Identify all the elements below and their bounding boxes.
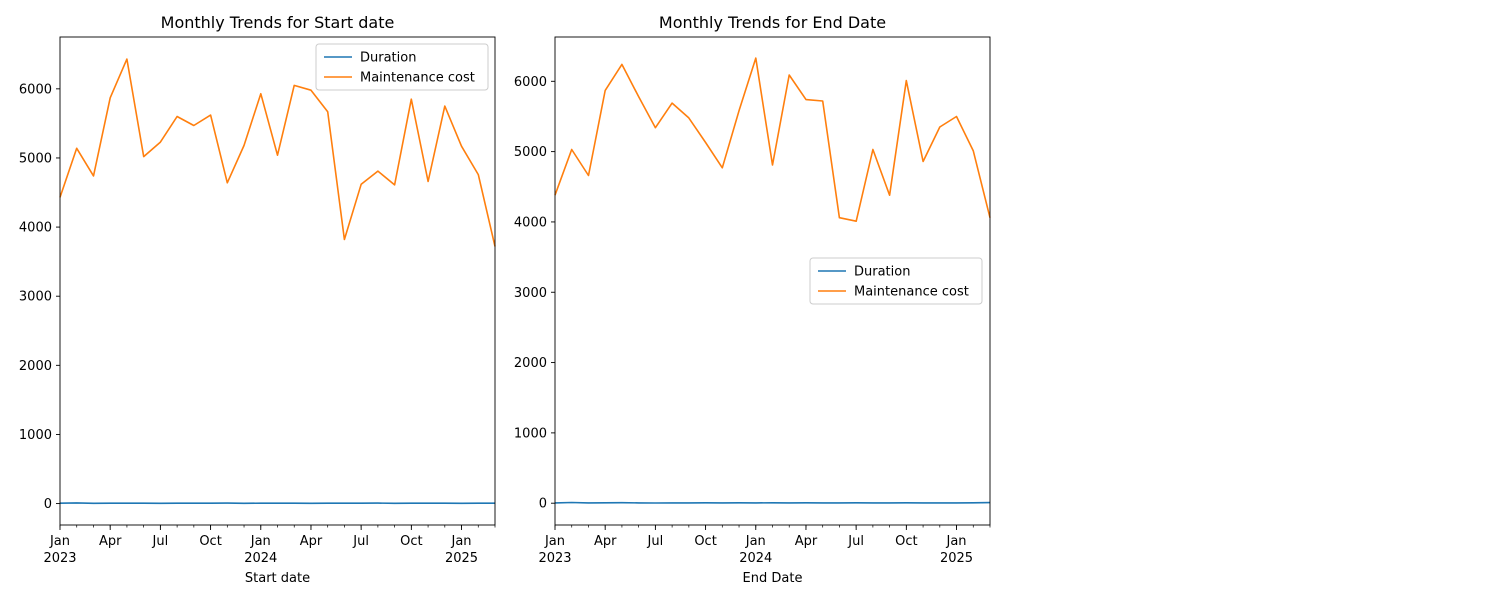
x-tick-label: Jan [451, 534, 472, 549]
chart-title: Monthly Trends for Start date [161, 13, 395, 32]
y-tick-label: 1000 [19, 428, 52, 443]
x-tick-label: Oct [895, 534, 917, 549]
x-tick-label: Oct [199, 534, 221, 549]
y-tick-label: 4000 [19, 221, 52, 236]
x-tick-label: Jan [745, 534, 766, 549]
legend-box [809, 257, 983, 305]
series-line-1 [59, 58, 496, 247]
x-tick-year-label: 2025 [445, 551, 478, 566]
legend-label-0: Duration [360, 51, 416, 66]
x-tick-label: Jan [946, 534, 967, 549]
x-tick-year-label: 2024 [739, 551, 772, 566]
y-tick-label: 5000 [19, 151, 52, 166]
x-tick-label: Jan [49, 534, 70, 549]
y-tick-label: 0 [44, 497, 52, 512]
x-tick-label: Apr [300, 534, 323, 549]
chart-end-date: Monthly Trends for End Date 0 1000 2000 3000… [514, 13, 991, 586]
legend-label-1: Maintenance cost [360, 71, 475, 86]
y-tick-label: 2000 [514, 356, 547, 371]
x-tick-label: Jan [250, 534, 271, 549]
y-tick-label: 1000 [514, 426, 547, 441]
y-tick-label: 6000 [19, 82, 52, 97]
plot-frame [59, 36, 496, 526]
x-axis-label: End Date [743, 571, 803, 586]
x-tick-label: Jul [152, 534, 169, 549]
x-tick-year-label: 2023 [538, 551, 571, 566]
legend-box [315, 43, 489, 91]
chart-start-date: Monthly Trends for Start date 0 1000 2000 30… [19, 13, 496, 586]
x-tick-year-label: 2025 [940, 551, 973, 566]
series-line-0 [554, 501, 991, 504]
series-line-1 [554, 57, 991, 222]
x-tick-year-label: 2024 [244, 551, 277, 566]
y-tick-label: 6000 [514, 75, 547, 90]
y-tick-label: 3000 [19, 290, 52, 305]
x-tick-label: Jul [847, 534, 864, 549]
x-tick-year-label: 2023 [43, 551, 76, 566]
y-tick-label: 4000 [514, 215, 547, 230]
x-tick-label: Apr [99, 534, 122, 549]
legend: Duration Maintenance cost [315, 43, 489, 91]
legend-label-1: Maintenance cost [854, 285, 969, 300]
x-tick-label: Jan [544, 534, 565, 549]
y-tick-label: 5000 [514, 145, 547, 160]
chart-title: Monthly Trends for End Date [659, 13, 886, 32]
x-axis-label: Start date [245, 571, 310, 586]
y-tick-label: 2000 [19, 359, 52, 374]
legend: Duration Maintenance cost [809, 257, 983, 305]
x-tick-label: Apr [594, 534, 617, 549]
x-tick-label: Jul [647, 534, 664, 549]
y-tick-label: 0 [539, 497, 547, 512]
x-tick-label: Oct [400, 534, 422, 549]
legend-label-0: Duration [854, 265, 910, 280]
x-tick-label: Jul [352, 534, 369, 549]
x-tick-label: Apr [795, 534, 818, 549]
x-tick-label: Oct [694, 534, 716, 549]
y-tick-label: 3000 [514, 286, 547, 301]
